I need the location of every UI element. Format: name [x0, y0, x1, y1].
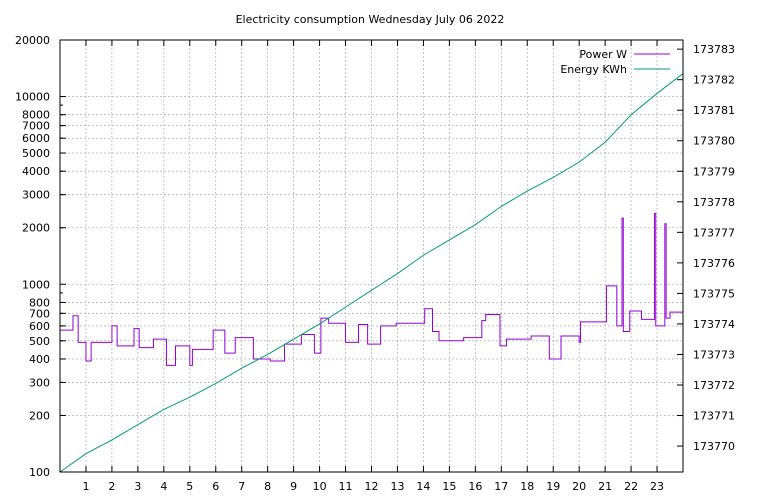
left-tick-label: 400 [29, 353, 50, 366]
right-tick-label: 173771 [693, 410, 735, 423]
grid-lines [60, 40, 683, 472]
power-w-line [60, 213, 683, 366]
x-tick-label: 23 [650, 480, 664, 493]
plot-frame [59, 39, 684, 473]
energy-kwh-line [59, 73, 684, 473]
x-tick-label: 17 [494, 480, 508, 493]
right-tick-label: 173774 [693, 318, 735, 331]
x-tick-label: 4 [160, 480, 167, 493]
right-tick-label: 173772 [693, 379, 735, 392]
left-tick-label: 3000 [22, 189, 50, 202]
chart-title: Electricity consumption Wednesday July 0… [236, 13, 505, 26]
x-tick-label: 3 [134, 480, 141, 493]
x-tick-label: 16 [468, 480, 482, 493]
x-tick-label: 21 [598, 480, 612, 493]
left-tick-label: 8000 [22, 109, 50, 122]
x-tick-label: 5 [186, 480, 193, 493]
right-tick-label: 173779 [693, 165, 735, 178]
left-tick-label: 200 [29, 409, 50, 422]
left-tick-label: 4000 [22, 165, 50, 178]
left-tick-label: 1000 [22, 278, 50, 291]
right-tick-label: 173776 [693, 257, 735, 270]
right-tick-label: 173778 [693, 196, 735, 209]
x-tick-label: 6 [212, 480, 219, 493]
legend-label-power-w: Power W [579, 48, 627, 61]
x-tick-label: 22 [624, 480, 638, 493]
x-tick-label: 11 [339, 480, 353, 493]
right-tick-label: 173770 [693, 440, 735, 453]
right-tick-label: 173775 [693, 287, 735, 300]
left-tick-label: 20000 [15, 34, 50, 47]
legend-label-energy-kwh: Energy KWh [560, 63, 627, 76]
x-tick-label: 7 [238, 480, 245, 493]
x-tick-label: 1 [82, 480, 89, 493]
left-tick-label: 600 [29, 320, 50, 333]
left-tick-label: 5000 [22, 147, 50, 160]
x-tick-label: 19 [546, 480, 560, 493]
right-tick-label: 173782 [693, 74, 735, 87]
x-tick-label: 8 [264, 480, 271, 493]
right-tick-label: 173781 [693, 104, 735, 117]
right-tick-label: 173777 [693, 226, 735, 239]
x-tick-label: 13 [390, 480, 404, 493]
right-tick-label: 173783 [693, 43, 735, 56]
x-tick-label: 10 [313, 480, 327, 493]
left-tick-label: 500 [29, 335, 50, 348]
x-tick-label: 18 [520, 480, 534, 493]
x-tick-label: 20 [572, 480, 586, 493]
left-tick-label: 700 [29, 307, 50, 320]
x-tick-label: 15 [442, 480, 456, 493]
left-tick-label: 100 [29, 466, 50, 479]
left-tick-label: 300 [29, 376, 50, 389]
left-tick-label: 800 [29, 296, 50, 309]
right-tick-label: 173780 [693, 135, 735, 148]
left-tick-label: 10000 [15, 91, 50, 104]
legend: Power W Energy KWh [560, 48, 670, 76]
left-tick-label: 7000 [22, 120, 50, 133]
right-axis: 173770 173771 173772 173773 173774 173775 1737… [677, 43, 735, 453]
x-tick-label: 2 [108, 480, 115, 493]
left-tick-label: 2000 [22, 222, 50, 235]
right-tick-label: 173773 [693, 348, 735, 361]
x-tick-label: 9 [290, 480, 297, 493]
x-axis: 1 2 3 4 5 6 7 8 9 10 11 12 13 14 15 16 17 18 19 20 21 22 23 [82, 40, 664, 493]
x-tick-label: 12 [365, 480, 379, 493]
left-tick-label: 6000 [22, 132, 50, 145]
x-tick-label: 14 [416, 480, 430, 493]
series-lines [59, 73, 684, 473]
